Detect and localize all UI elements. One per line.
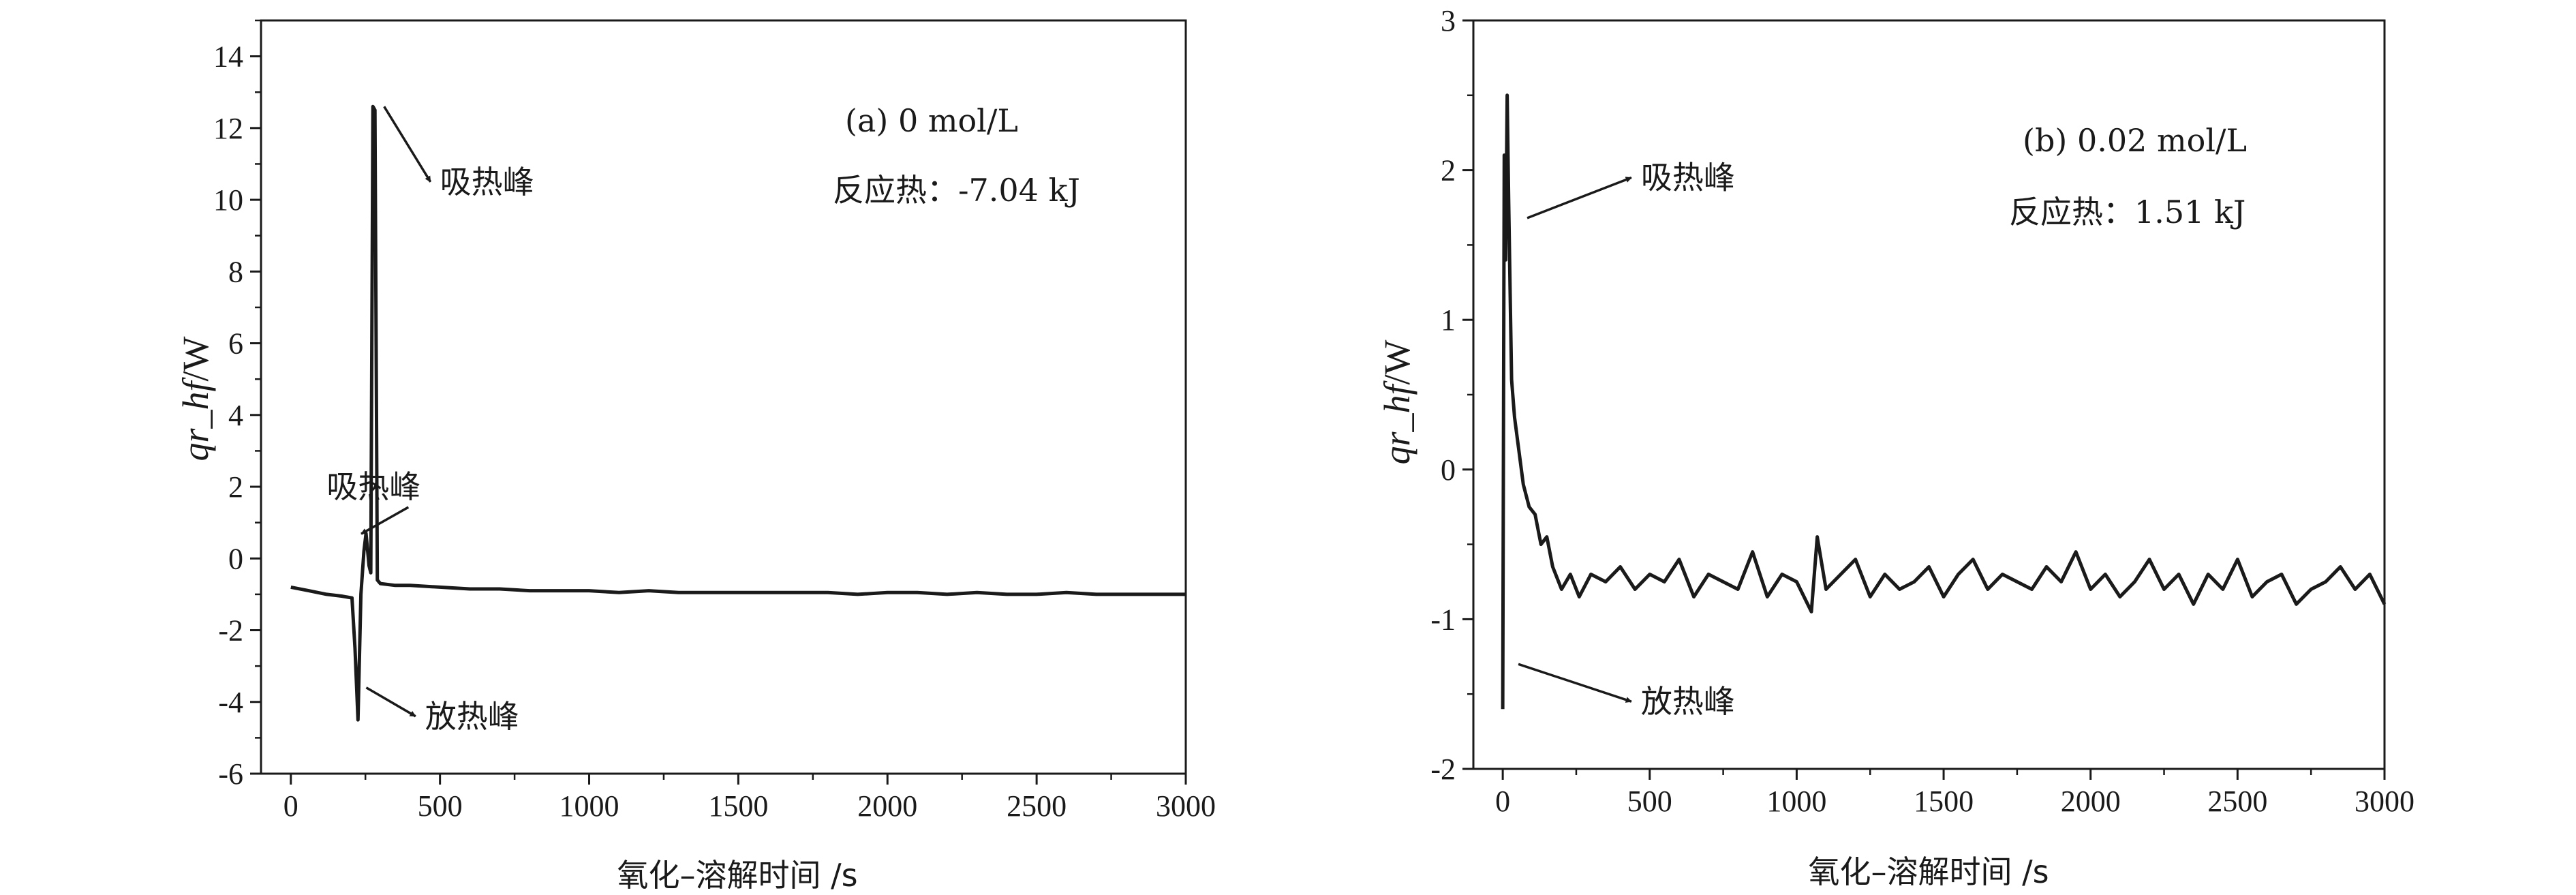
y-tick-label-a: 6 (228, 327, 243, 361)
x-axis-label-b: 氧化–溶解时间 /s (1808, 853, 2049, 890)
reaction-heat-a: 反应热：-7.04 kJ (833, 172, 1080, 209)
y-tick-label-b: -1 (1430, 603, 1456, 636)
x-tick-label-b: 2000 (2061, 785, 2121, 818)
y-axis-label-b-unit: /W (1377, 339, 1417, 384)
x-tick-label-b: 1000 (1766, 785, 1826, 818)
plot-frame-b (1472, 19, 2386, 770)
tick-labels-a: 0 500 1000 1500 2000 2500 3000 -6 -4 -2 0 2 4 6 8 10 12 1… (213, 40, 1216, 823)
y-tick-label-a: 0 (228, 542, 243, 575)
y-axis-label-a-unit: /W (175, 336, 216, 381)
chart-panel-a: 0 500 1000 1500 2000 2500 3000 -6 -4 -2 0 2 4 6 8 10 12 1… (175, 19, 1216, 894)
y-tick-label-a: 8 (228, 255, 243, 288)
plot-frame-a (260, 19, 1187, 775)
x-tick-label-a: 1000 (559, 789, 619, 823)
annotation-label-b: 吸热峰 (1641, 160, 1735, 196)
annotation-arrow-a (383, 106, 432, 183)
y-tick-label-a: 10 (213, 183, 243, 217)
y-tick-label-b: 0 (1441, 453, 1456, 487)
x-tick-label-a: 2000 (857, 789, 917, 823)
axis-ticks-a (250, 19, 1187, 785)
annotation-label-a: 吸热峰 (326, 468, 420, 505)
annotation-arrow-b (1518, 663, 1632, 703)
x-tick-label-a: 3000 (1156, 789, 1216, 823)
series-line-a (290, 104, 1186, 722)
y-tick-label-a: 12 (213, 112, 243, 145)
y-tick-label-b: 3 (1441, 4, 1456, 37)
annotation-label-b: 放热峰 (1641, 683, 1735, 720)
y-tick-label-a: -2 (218, 614, 243, 648)
y-axis-label-a: qr_hf/W (175, 336, 216, 461)
panel-label-b: (b) 0.02 mol/L (2023, 122, 2247, 159)
x-tick-label-a: 2500 (1007, 789, 1067, 823)
y-tick-label-a: 14 (213, 40, 243, 74)
annotation-arrow-a (365, 686, 416, 718)
axis-ticks-b (1462, 19, 2386, 780)
y-axis-label-b: qr_hf/W (1377, 339, 1417, 464)
x-tick-label-a: 500 (418, 789, 463, 823)
y-tick-label-a: -6 (218, 757, 243, 791)
annotation-arrow-a (361, 506, 410, 535)
x-tick-label-b: 3000 (2355, 785, 2414, 818)
y-tick-label-b: 1 (1441, 303, 1456, 337)
y-tick-label-b: 2 (1441, 154, 1456, 187)
x-tick-label-b: 1500 (1914, 785, 1974, 818)
y-tick-label-b: -2 (1430, 753, 1456, 786)
reaction-heat-b: 反应热：1.51 kJ (2009, 194, 2245, 230)
annotation-label-a: 放热峰 (425, 698, 519, 735)
y-axis-label-a-symbol: qr_hf (175, 376, 216, 461)
y-tick-label-a: 4 (228, 399, 243, 432)
x-tick-label-b: 500 (1627, 785, 1672, 818)
tick-labels-b: 0 500 1000 1500 2000 2500 3000 -2 -1 0 1 2 3 (1430, 4, 2414, 818)
y-axis-label-b-symbol: qr_hf (1377, 380, 1417, 464)
panel-label-a: (a) 0 mol/L (845, 102, 1018, 139)
annotation-arrow-b (1527, 176, 1632, 219)
x-tick-label-a: 1500 (708, 789, 768, 823)
y-tick-label-a: 2 (228, 470, 243, 504)
x-axis-label-a: 氧化–溶解时间 /s (617, 857, 857, 894)
series-line-b (1501, 93, 2387, 710)
x-tick-label-a: 0 (283, 789, 298, 823)
x-tick-label-b: 2500 (2207, 785, 2267, 818)
annotation-label-a: 吸热峰 (440, 164, 534, 200)
x-tick-label-b: 0 (1495, 785, 1510, 818)
y-tick-label-a: -4 (218, 686, 243, 719)
